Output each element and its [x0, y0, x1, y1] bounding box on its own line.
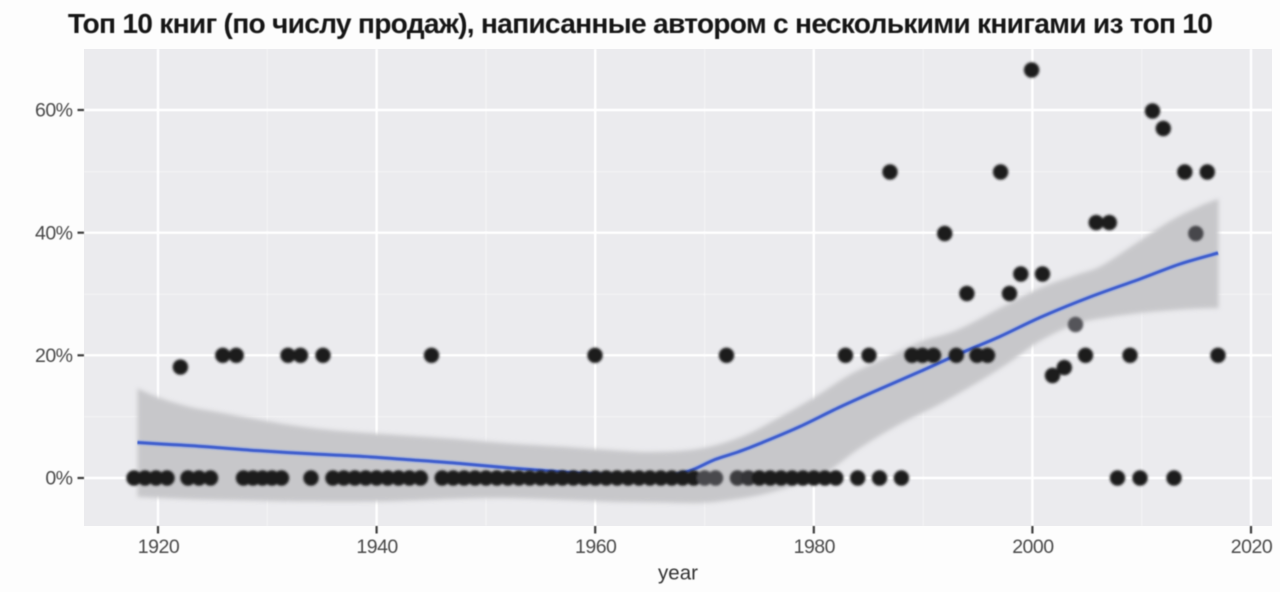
svg-text:Топ 10 книг (по числу продаж),: Топ 10 книг (по числу продаж), написанны… — [68, 7, 1212, 39]
svg-text:20%: 20% — [35, 345, 73, 367]
svg-text:1940: 1940 — [356, 536, 398, 558]
svg-text:60%: 60% — [35, 100, 73, 122]
svg-text:year: year — [658, 562, 698, 585]
svg-text:1920: 1920 — [138, 536, 180, 558]
svg-text:0%: 0% — [45, 468, 72, 490]
svg-text:1960: 1960 — [575, 536, 617, 558]
svg-text:40%: 40% — [35, 222, 73, 244]
svg-text:2000: 2000 — [1012, 536, 1054, 558]
svg-text:1980: 1980 — [794, 536, 836, 558]
svg-text:2020: 2020 — [1231, 536, 1273, 558]
